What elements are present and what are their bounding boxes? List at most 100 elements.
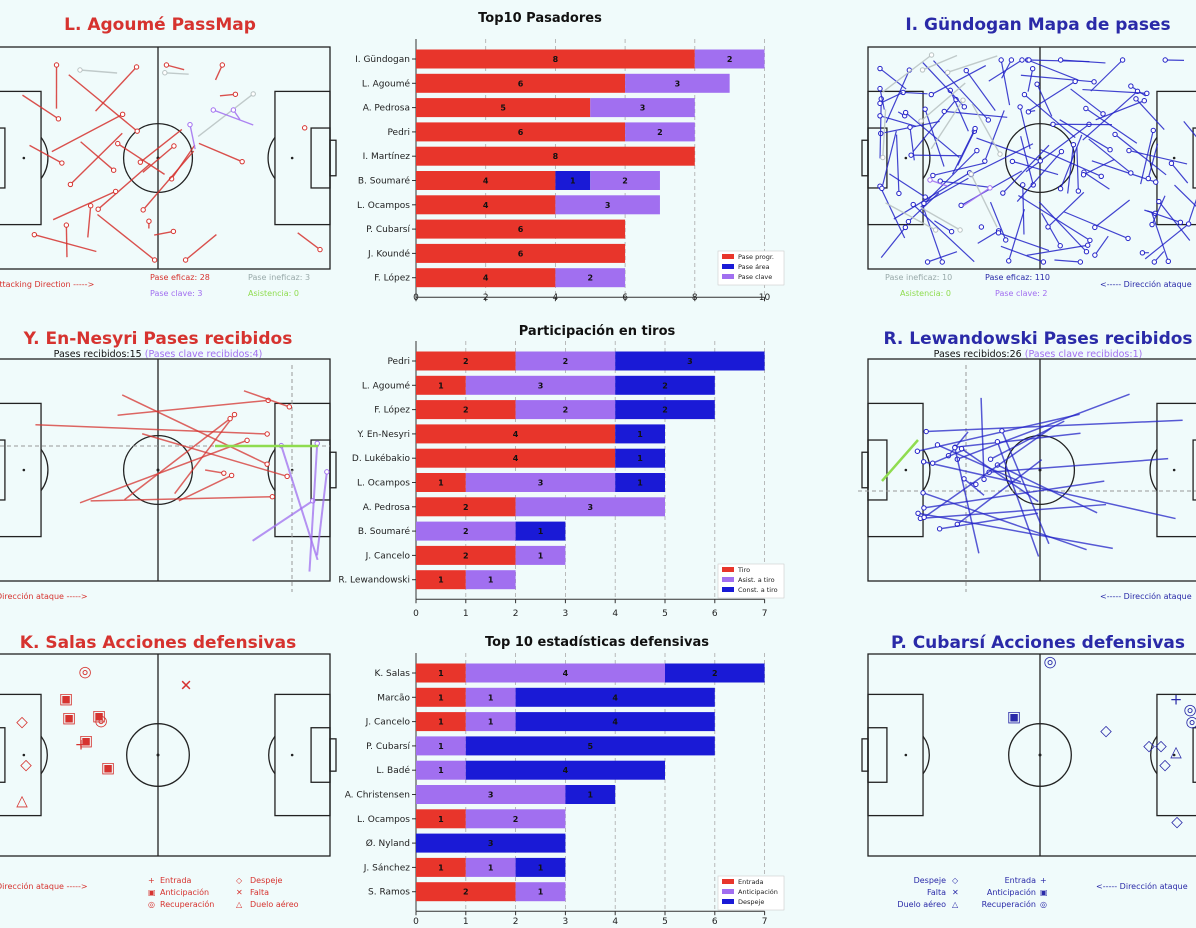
panel-title-lewandowski: R. Lewandowski Pases recibidos bbox=[883, 329, 1192, 349]
bar-value-label: 6 bbox=[518, 225, 524, 234]
lewandowski-recv-end bbox=[920, 459, 927, 465]
bar-value-label: 4 bbox=[483, 177, 489, 186]
gundogan-pass-eficaz-line bbox=[924, 108, 945, 167]
category-label: Y. En-Nesyri bbox=[356, 430, 410, 440]
bar-segment bbox=[465, 570, 516, 590]
penalty-arc-left bbox=[922, 448, 931, 492]
bar-segment bbox=[515, 712, 715, 732]
agoume-pass-eficaz-end bbox=[171, 143, 177, 149]
gundogan-pass-eficaz-line bbox=[879, 185, 906, 239]
bar-value-label: 1 bbox=[570, 177, 576, 186]
en-nesyri-recv-line bbox=[204, 469, 224, 474]
salas-legend-anticipacion-icon: ▣ bbox=[148, 888, 156, 897]
lewandowski-recv-line bbox=[954, 447, 980, 554]
gundogan-pass-eficaz-end bbox=[998, 57, 1004, 63]
cubarsi-action-4: ◎ bbox=[1183, 701, 1196, 719]
legend-swatch bbox=[722, 879, 734, 884]
en-nesyri-recv-clave-line bbox=[316, 471, 328, 556]
en-nesyri-recv-line bbox=[174, 414, 236, 495]
agoume-pass-clave bbox=[187, 107, 254, 150]
category-label: J. Koundé bbox=[367, 248, 410, 259]
bar-segment bbox=[625, 122, 695, 142]
bar-value-label: 5 bbox=[588, 742, 594, 751]
gundogan-pass-eficaz-line bbox=[930, 65, 987, 96]
pitch-outline bbox=[867, 653, 1196, 857]
category-label: P. Cubarsí bbox=[366, 742, 410, 752]
bar-value-label: 1 bbox=[538, 551, 544, 560]
en-nesyri-recv-line bbox=[79, 439, 248, 504]
legend-swatch bbox=[722, 577, 734, 582]
gundogan-pass-eficaz-end bbox=[1026, 57, 1032, 63]
bar-value-label: 4 bbox=[513, 430, 519, 439]
gundogan-pass-eficaz-end bbox=[1087, 237, 1093, 244]
bar-value-label: 1 bbox=[538, 863, 544, 872]
agoume-pass-eficaz-end bbox=[317, 246, 323, 253]
category-label: B. Soumaré bbox=[358, 526, 411, 537]
bar-chart-2: Participación en tiros 0 1 2 3 4 5 6 7 Pedri 2 2 3 L.… bbox=[338, 324, 785, 619]
lewandowski-recv-end bbox=[994, 439, 1001, 445]
gundogan-pass-eficaz-end bbox=[877, 65, 883, 72]
bar-segment bbox=[625, 73, 730, 93]
pitch-gundogan bbox=[861, 46, 1196, 270]
bar-value-label: 1 bbox=[538, 527, 544, 536]
agoume-pass-eficaz-line bbox=[154, 230, 174, 236]
penalty-spot-right bbox=[1172, 468, 1176, 472]
chart-title: Top10 Pasadores bbox=[478, 11, 602, 26]
gundogan-pass-eficaz-end bbox=[900, 89, 906, 96]
goal-right bbox=[329, 139, 337, 177]
gundogan-pass-eficaz-end bbox=[1091, 79, 1097, 85]
gundogan-pass-eficaz-end bbox=[978, 224, 985, 230]
six-yard-box-right bbox=[1192, 127, 1196, 189]
gundogan-pass-eficaz-line bbox=[1027, 59, 1079, 81]
x-tick-label: 0 bbox=[413, 293, 419, 303]
lewandowski-recv-end bbox=[952, 444, 958, 451]
gundogan-pass-eficaz-line bbox=[970, 143, 1034, 176]
penalty-arc-right bbox=[1149, 448, 1158, 492]
agoume-pass-eficaz-end bbox=[110, 167, 117, 173]
x-tick-label: 6 bbox=[712, 609, 718, 619]
agoume-pass-eficaz-end bbox=[137, 159, 144, 165]
cubarsi-action-6: ◇ bbox=[1143, 737, 1155, 755]
legend-label: Tiro bbox=[737, 566, 750, 574]
agoume-pass-eficaz-line bbox=[142, 145, 175, 173]
gundogan-pass-clave bbox=[927, 177, 993, 207]
goal-left bbox=[861, 451, 869, 489]
en-nesyri-recv-end bbox=[264, 431, 270, 437]
gundogan-pass-eficaz-line bbox=[927, 251, 958, 263]
gundogan-pass-eficaz-end bbox=[896, 190, 902, 197]
cubarsi-action-9: ◇ bbox=[1159, 756, 1171, 774]
gundogan-pass-eficaz-line bbox=[932, 162, 986, 177]
gundogan-pass-ineficaz-line bbox=[882, 109, 887, 158]
agoume-pass-eficaz-end bbox=[146, 218, 152, 224]
bar-segment bbox=[665, 663, 765, 683]
agoume-pass-eficaz-end bbox=[87, 203, 94, 209]
agoume-pass-clave-line bbox=[189, 124, 196, 150]
penalty-spot-right bbox=[1172, 753, 1176, 757]
gundogan-pass-eficaz-end bbox=[1112, 131, 1118, 138]
gundogan-pass-eficaz-end bbox=[1128, 83, 1134, 89]
bar-segment bbox=[416, 809, 466, 829]
gundogan-pass-eficaz-end bbox=[877, 100, 883, 107]
gundogan-pass-eficaz-end bbox=[972, 125, 978, 132]
cubarsi-action-7: ◇ bbox=[1155, 737, 1167, 755]
gundogan-pass-eficaz-end bbox=[948, 228, 955, 235]
bar-value-label: 2 bbox=[513, 815, 519, 824]
bar-segment bbox=[694, 49, 765, 69]
gundogan-pass-eficaz-line bbox=[922, 62, 965, 108]
center-spot bbox=[1038, 468, 1042, 472]
gundogan-pass-eficaz-line bbox=[1094, 235, 1109, 256]
bar-segment bbox=[416, 400, 516, 420]
gundogan-pass-eficaz-line bbox=[1174, 184, 1196, 207]
category-label: F. López bbox=[374, 273, 410, 284]
gundogan-pass-eficaz-end bbox=[1075, 188, 1082, 194]
gundogan-pass-eficaz-end bbox=[985, 117, 992, 123]
gundogan-pass-eficaz-line bbox=[934, 220, 952, 233]
cubarsi-legend-despeje-icon: ◇ bbox=[952, 876, 959, 885]
gundogan-pass-eficaz-end bbox=[995, 230, 1002, 236]
agoume-pass-eficaz-end bbox=[95, 206, 101, 212]
gundogan-pass-eficaz-end bbox=[879, 185, 885, 192]
bar-value-label: 2 bbox=[662, 381, 668, 390]
bar-segment bbox=[416, 49, 695, 69]
six-yard-box-left bbox=[0, 127, 6, 189]
bar-segment bbox=[515, 687, 715, 707]
